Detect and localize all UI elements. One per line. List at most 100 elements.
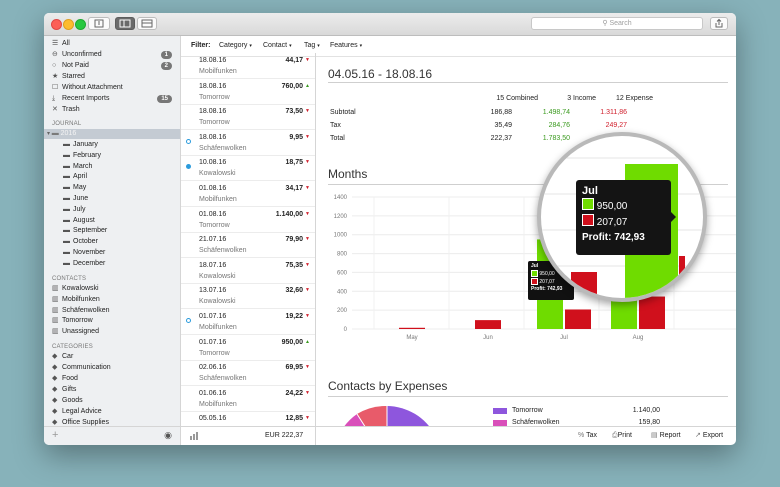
sidebar-item-label: Not Paid (62, 62, 89, 69)
tag-icon: ◆ (52, 397, 58, 404)
journal-year-2016[interactable]: ▾ ▬ 2016 (47, 129, 76, 139)
sidebar-month-february[interactable]: ▬ February (63, 151, 101, 161)
transaction-row[interactable]: 01.08.16 Tomorrow 1.140,00 ▼ (181, 207, 315, 233)
transaction-row[interactable]: 01.07.16 Mobilfunken 19,22 ▼ (181, 309, 315, 335)
bar-chart-icon[interactable] (189, 432, 199, 440)
sidebar-month-october[interactable]: ▬ October (63, 237, 98, 247)
chevron-down-icon: ▾ (249, 43, 252, 49)
star-icon: ★ (52, 73, 59, 80)
sidebar: ☰ All ⊖ Unconfirmed 1 ○ Not Paid 2 ★ Starred ☐ With… (44, 36, 181, 445)
transaction-row[interactable]: 13.07.16 Kowalowski 32,60 ▼ (181, 283, 315, 310)
eye-icon[interactable]: ◉ (164, 430, 172, 440)
transaction-row[interactable]: 01.07.16 Tomorrow 950,00 ▲ (181, 335, 315, 361)
sidebar-month-november[interactable]: ▬ November (63, 248, 105, 258)
contact-label: Kowalowski (62, 285, 99, 292)
close-window-button[interactable] (51, 19, 62, 30)
transaction-row[interactable]: 21.07.16 Schäfenwolken 79,90 ▼ (181, 232, 315, 259)
layout-toggle-button[interactable] (137, 17, 157, 30)
summary-row-label: Total (330, 135, 345, 142)
tax-button[interactable]: % Tax (578, 432, 597, 439)
disclosure-triangle-icon[interactable]: ▾ (47, 131, 52, 137)
report-button[interactable]: ▤ Report (651, 432, 681, 439)
sidebar-month-march[interactable]: ▬ March (63, 162, 92, 172)
sidebar-month-july[interactable]: ▬ July (63, 205, 85, 215)
sidebar-category-office-supplies[interactable]: ◆ Office Supplies (52, 418, 109, 428)
sidebar-contact-mobilfunken[interactable]: ▥ Mobilfunken (52, 295, 100, 305)
sidebar-category-goods[interactable]: ◆ Goods (52, 396, 83, 406)
transaction-row[interactable]: 02.06.16 Schäfenwolken 69,95 ▼ (181, 360, 315, 387)
divider (328, 184, 728, 185)
sidebar-month-may[interactable]: ▬ May (63, 183, 86, 193)
transaction-row[interactable]: 18.08.16 Tomorrow 760,00 ▲ (181, 79, 315, 105)
filter-features[interactable]: Features ▾ (330, 42, 363, 49)
sidebar-contact-kowalowski[interactable]: ▥ Kowalowski (52, 284, 99, 294)
filter-tag[interactable]: Tag ▾ (304, 42, 320, 49)
transaction-row[interactable]: 18.08.16 Mobilfunken 44,17 ▼ (181, 53, 315, 79)
transaction-row[interactable]: 18.08.16 Schäfenwolken 9,95 ▼ (181, 130, 315, 156)
tooltip-income-row: 950,00 (582, 198, 665, 214)
transaction-row[interactable]: 18.08.16 Tomorrow 73,50 ▼ (181, 104, 315, 131)
sidebar-category-communication[interactable]: ◆ Communication (52, 363, 111, 373)
transaction-row[interactable]: 18.07.16 Kowalowski 75,35 ▼ (181, 258, 315, 284)
sidebar-month-september[interactable]: ▬ September (63, 226, 107, 236)
sidebar-item-trash[interactable]: ✕ Trash (52, 105, 80, 115)
sidebar-contact-tomorrow[interactable]: ▥ Tomorrow (52, 316, 93, 326)
transaction-row[interactable]: 10.08.16 Kowalowski 18,75 ▼ (181, 155, 315, 182)
summary-row-label: Subtotal (330, 109, 356, 116)
transaction-date: 21.07.16 (199, 236, 227, 244)
category-label: Legal Advice (62, 408, 102, 415)
sidebar-month-january[interactable]: ▬ January (63, 140, 98, 150)
sidebar-item-without-attachment[interactable]: ☐ Without Attachment (52, 83, 123, 93)
sidebar-item-label: Without Attachment (62, 84, 123, 91)
share-button[interactable] (710, 17, 728, 30)
sidebar-month-december[interactable]: ▬ December (63, 259, 105, 269)
transaction-contact: Mobilfunken (199, 400, 237, 408)
report-panel: 04.05.16 - 18.08.16 15 Combined 3 Income 1… (316, 53, 736, 427)
layout-icon (141, 19, 153, 28)
minimize-window-button[interactable] (63, 19, 74, 30)
sidebar-month-april[interactable]: ▬ April (63, 172, 87, 182)
sidebar-item-starred[interactable]: ★ Starred (52, 72, 85, 82)
expense-bar[interactable] (475, 320, 501, 329)
zoom-window-button[interactable] (75, 19, 86, 30)
sidebar-item-recent-imports[interactable]: ⤓ Recent Imports (52, 94, 109, 104)
sidebar-item-not-paid[interactable]: ○ Not Paid (52, 61, 89, 71)
transaction-list: 18.08.16 Mobilfunken 44,17 ▼ 18.08.16 Tomorro… (181, 53, 316, 427)
transaction-row[interactable]: 05.05.16 12,85 ▼ (181, 411, 315, 427)
folder-icon: ▬ (63, 227, 70, 235)
sidebar-category-food[interactable]: ◆ Food (52, 374, 78, 384)
sidebar-contact-unassigned[interactable]: ▥ Unassigned (52, 327, 99, 337)
transaction-amount: 9,95 (289, 133, 303, 141)
tooltip-income-row: 950,00 (531, 270, 571, 278)
sidebar-contact-schäfenwolken[interactable]: ▥ Schäfenwolken (52, 306, 109, 316)
filter-contact[interactable]: Contact ▾ (263, 42, 292, 49)
filter-category[interactable]: Category ▾ (219, 42, 252, 49)
sidebar-category-legal-advice[interactable]: ◆ Legal Advice (52, 407, 102, 417)
print-button[interactable]: ⎙Print (612, 432, 633, 439)
sidebar-category-car[interactable]: ◆ Car (52, 352, 73, 362)
tooltip-profit: Profit: 742,93 (531, 285, 563, 292)
sidebar-toggle-button[interactable] (115, 17, 135, 30)
folder-icon: ▬ (63, 141, 70, 148)
x-tick-label: May (406, 335, 417, 341)
sidebar-item-label: Unconfirmed (62, 51, 102, 58)
y-tick-label: 0 (344, 327, 348, 333)
search-input[interactable]: ⚲ Search (531, 17, 703, 30)
sidebar-item-unconfirmed[interactable]: ⊖ Unconfirmed (52, 50, 102, 60)
transaction-row[interactable]: 01.08.16 Mobilfunken 34,17 ▼ (181, 181, 315, 207)
sidebar-item-all[interactable]: ☰ All (52, 39, 70, 49)
expense-bar[interactable] (565, 309, 591, 329)
expense-bar[interactable] (639, 296, 665, 329)
expense-arrow-icon: ▼ (305, 389, 310, 396)
sidebar-category-gifts[interactable]: ◆ Gifts (52, 385, 76, 395)
sidebar-month-june[interactable]: ▬ June (63, 194, 88, 204)
add-icon[interactable]: + (52, 429, 59, 441)
import-button[interactable] (88, 17, 110, 30)
expense-bar[interactable] (399, 327, 425, 329)
transaction-row[interactable]: 01.06.16 Mobilfunken 24,22 ▼ (181, 386, 315, 412)
sidebar-month-august[interactable]: ▬ August (63, 216, 95, 226)
summary-value: 1.783,50 (542, 135, 570, 142)
folder-icon: ▬ (63, 151, 70, 159)
export-button[interactable]: ↗ Export (695, 432, 724, 439)
expense-arrow-icon: ▼ (305, 133, 310, 140)
